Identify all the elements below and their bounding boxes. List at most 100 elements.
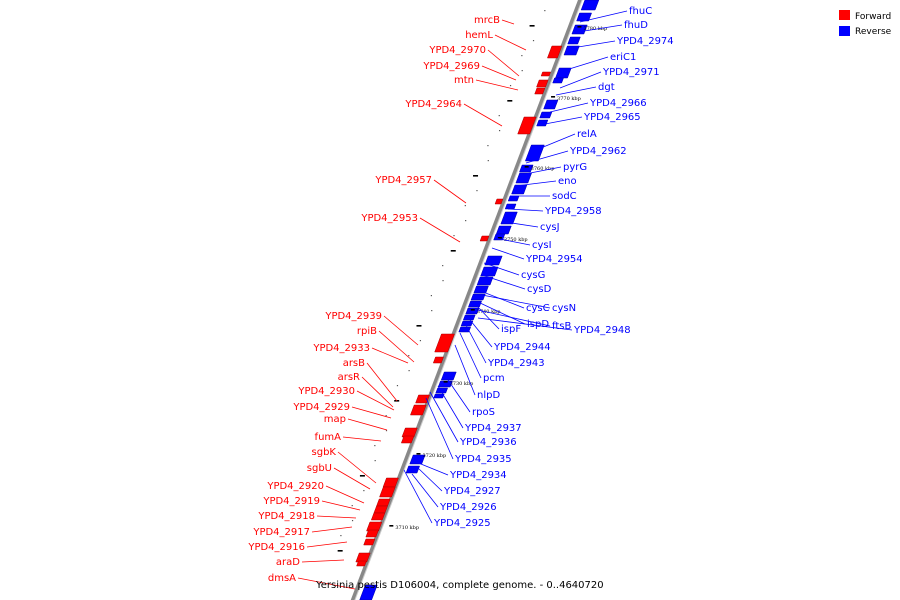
scale-dot [521,55,523,57]
gene-label-reverse: YPD4_2944 [493,342,551,353]
scale-dot [442,265,444,267]
tick-mark [551,96,556,98]
gene-label-reverse: cysG [521,270,545,281]
forward-gene-feature [373,505,388,514]
forward-gene-feature [415,394,430,404]
forward-gene-feature [376,498,391,507]
leader-line-reverse [475,304,500,330]
reverse-gene-feature [571,24,588,35]
leader-line-reverse [477,317,573,331]
leader-line-reverse [565,56,609,71]
legend-reverse-label: Reverse [855,27,892,37]
scale-dash [416,325,422,327]
gene-label-forward: YPD4_2929 [292,402,350,413]
gene-label-forward: YPD4_2930 [297,386,355,397]
gene-label-reverse: fhuC [629,6,652,17]
forward-gene-feature [363,538,376,546]
reverse-gene-feature [563,45,580,56]
gene-label-reverse: cysC [526,303,550,314]
leader-line-reverse [477,301,526,325]
gene-label-reverse: YPD4_2934 [449,470,507,481]
leader-line-reverse [481,294,551,309]
forward-gene-feature [365,529,379,538]
reverse-gene-feature [433,393,445,399]
gene-label-reverse: cysI [532,240,552,251]
leader-line-reverse [447,379,471,413]
forward-gene-feature [366,521,383,532]
reverse-gene-feature [405,465,420,474]
gene-label-reverse: rpoS [472,407,495,418]
leader-line-reverse [514,180,557,187]
gene-label-forward: YPD4_2969 [422,61,480,72]
scale-dot [408,355,410,357]
tick-label: 3720 kbp [422,453,446,459]
tick-label: 3770 kbp [557,96,581,102]
scale-dot [521,70,523,72]
gene-label-forward: araD [276,557,300,568]
forward-gene-feature [410,404,427,416]
leader-line-reverse [403,469,433,524]
leader-line-reverse [429,391,459,443]
reverse-gene-feature [507,195,520,202]
leader-line-forward [321,500,361,511]
tick-mark [416,453,421,455]
tick-mark [443,381,448,383]
scale-dot [374,460,376,462]
gene-label-forward: sgbK [312,447,337,458]
tick-label: 3750 kbp [504,237,528,243]
gene-label-reverse: ispF [501,324,521,335]
legend-forward-label: Forward [855,12,891,22]
forward-gene-feature [540,71,551,77]
gene-label-reverse: YPD4_2954 [525,254,583,265]
forward-gene-feature [536,79,549,88]
scale-dot [351,505,353,507]
leader-line-reverse [535,133,576,151]
scale-dot [351,520,354,522]
scale-dot [431,310,433,312]
scale-dot [442,280,444,282]
tick-mark [524,166,529,168]
forward-gene-feature [401,427,418,438]
leader-line-forward [378,330,415,363]
scale-dot [487,145,489,147]
gene-label-forward: YPD4_2920 [266,481,324,492]
gene-label-forward: YPD4_2953 [360,213,418,224]
leader-line-reverse [481,274,526,290]
tick-label: 3710 kbp [395,525,419,531]
leader-line-reverse [437,385,464,429]
scale-dash [450,250,456,252]
leader-line-forward [361,376,394,408]
gene-label-reverse: ispD [527,319,549,330]
scale-dot [408,370,410,372]
gene-label-reverse: YPD4_2974 [616,36,674,47]
gene-label-forward: YPD4_2933 [312,343,370,354]
reverse-gene-feature [519,164,534,173]
reverse-gene-feature [543,99,559,110]
leader-line-forward [347,418,388,431]
gene-label-reverse: pcm [483,373,505,384]
reverse-gene-feature [480,266,499,277]
forward-gene-feature [494,198,504,205]
leader-line-reverse [469,319,493,348]
leader-line-forward [433,179,467,204]
scale-dash [529,25,535,27]
leader-line-forward [463,103,503,127]
reverse-gene-feature [359,584,378,600]
leader-line-reverse [465,324,487,364]
gene-label-forward: rpiB [357,326,377,337]
leader-line-reverse [483,262,520,276]
reverse-gene-feature [495,225,512,235]
leader-line-forward [297,577,356,590]
leader-line-forward [325,485,365,504]
scale-dot [419,340,422,342]
scale-dot [532,40,535,42]
scale-dot [374,445,376,447]
forward-gene-feature [356,560,367,567]
gene-label-forward: fumA [315,432,342,443]
leader-line-reverse [571,40,616,49]
gene-label-forward: YPD4_2918 [257,511,315,522]
gene-label-reverse: YPD4_2965 [583,112,641,123]
backbone-highlight [354,0,583,600]
